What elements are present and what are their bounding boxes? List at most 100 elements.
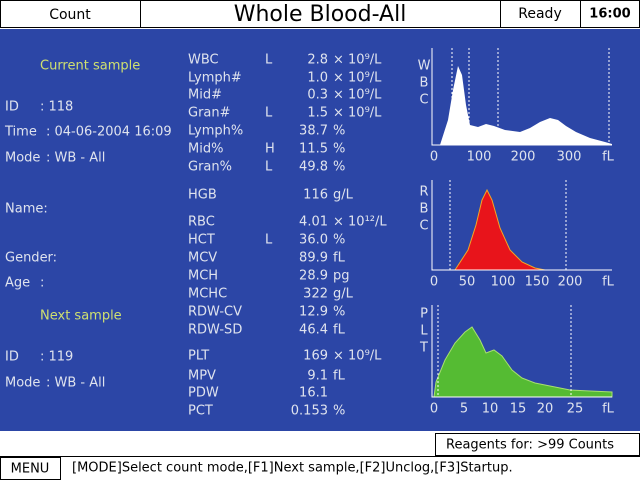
tick-label: 20 [537,402,554,417]
plt-histogram [431,305,613,398]
title-box [140,0,501,28]
count-button[interactable] [0,0,141,28]
field-label: Mode [5,376,40,391]
section-heading: Next sample [40,309,122,324]
clock: 16:00 [589,7,630,22]
param-unit: × 10⁹/L [333,71,382,86]
param-name: Mid% [188,142,223,157]
param-name: WBC [188,53,219,68]
param-value: 0.153 [291,404,328,419]
param-value: 1.0 [307,71,328,86]
param-value: 116 [303,188,328,203]
param-flag: L [265,53,273,68]
param-unit: % [333,305,345,320]
param-unit: × 10¹²/L [333,215,387,230]
param-flag: L [265,160,273,175]
field-value: : WB - All [46,376,105,391]
tick-label: 300 [557,150,582,165]
plt-curve [433,326,613,398]
param-name: MCH [188,269,218,284]
plt-axes [431,305,612,398]
param-name: HCT [188,233,215,248]
param-name: MCHC [188,287,227,302]
field-label: Gender: [5,251,57,266]
param-name: MCV [188,251,217,266]
param-unit: × 10⁹/L [333,349,382,364]
param-value: 0.3 [307,88,328,103]
title: Whole Blood-All [234,2,407,27]
param-name: Mid# [188,88,222,103]
param-value: 169 [303,349,328,364]
tick-label: 200 [558,275,583,290]
tick-label: 10 [482,402,499,417]
param-name: RBC [188,215,215,230]
status-box [500,0,581,28]
param-name: Gran% [188,160,232,175]
param-unit: × 10⁹/L [333,53,382,68]
param-name: Lymph% [188,124,243,139]
wbc-axes [431,48,612,146]
param-name: PCT [188,404,213,419]
rbc-axes [431,180,612,271]
tick-label: 200 [511,150,536,165]
field-label: Name: [5,202,48,217]
param-unit: fL [333,251,346,266]
param-unit: g/L [333,188,354,203]
param-value: 11.5 [299,142,328,157]
param-unit: × 10⁹/L [333,88,382,103]
wbc-histogram [431,48,612,146]
param-value: 36.0 [299,233,328,248]
param-value: 46.4 [299,323,328,338]
field-value: : 118 [40,100,73,115]
tick-label: 5 [460,402,468,417]
param-unit: % [333,124,345,139]
param-unit: % [333,404,345,419]
field-value: : [40,276,44,291]
param-unit: % [333,142,345,157]
main-panel [0,29,640,431]
count-label[interactable]: Count [49,7,91,23]
field-label: ID [5,350,19,365]
param-unit: × 10⁹/L [333,106,382,121]
param-value: 2.8 [307,53,328,68]
param-name: PLT [188,349,209,364]
param-name: RDW-SD [188,323,242,338]
help-message: [MODE]Select count mode,[F1]Next sample,… [72,461,513,476]
tick-label: 25 [567,402,584,417]
param-unit: fL [333,369,346,384]
param-name: HGB [188,188,217,203]
tick-label: 0 [430,150,438,165]
field-value: : 119 [40,350,73,365]
param-value: 16.1 [299,386,328,401]
section-heading: Current sample [40,59,140,74]
field-value: : 04-06-2004 16:09 [46,125,172,140]
menu[interactable]: MENU [11,462,50,477]
param-unit: g/L [333,287,354,302]
param-unit: % [333,160,345,175]
param-name: Gran# [188,106,231,121]
tick-label: 100 [467,150,492,165]
param-name: MPV [188,369,216,384]
tick-label: fL [602,150,615,165]
histogram-label: PLT [417,307,432,358]
tick-label: 15 [510,402,527,417]
param-value: 322 [303,287,328,302]
param-flag: L [265,233,273,248]
reagents: Reagents for: >99 Counts [446,438,614,453]
tick-label: fL [602,275,615,290]
param-name: PDW [188,386,219,401]
param-flag: H [265,142,275,157]
rbc-histogram [431,180,612,271]
param-value: 1.5 [307,106,328,121]
param-value: 89.9 [299,251,328,266]
status: Ready [518,6,561,22]
param-value: 4.01 [299,215,328,230]
field-value: : WB - All [46,151,105,166]
param-name: RDW-CV [188,305,242,320]
param-flag: L [265,106,273,121]
clock-box [580,0,640,28]
wbc-curve [440,66,612,145]
param-value: 9.1 [307,369,328,384]
param-value: 28.9 [299,269,328,284]
